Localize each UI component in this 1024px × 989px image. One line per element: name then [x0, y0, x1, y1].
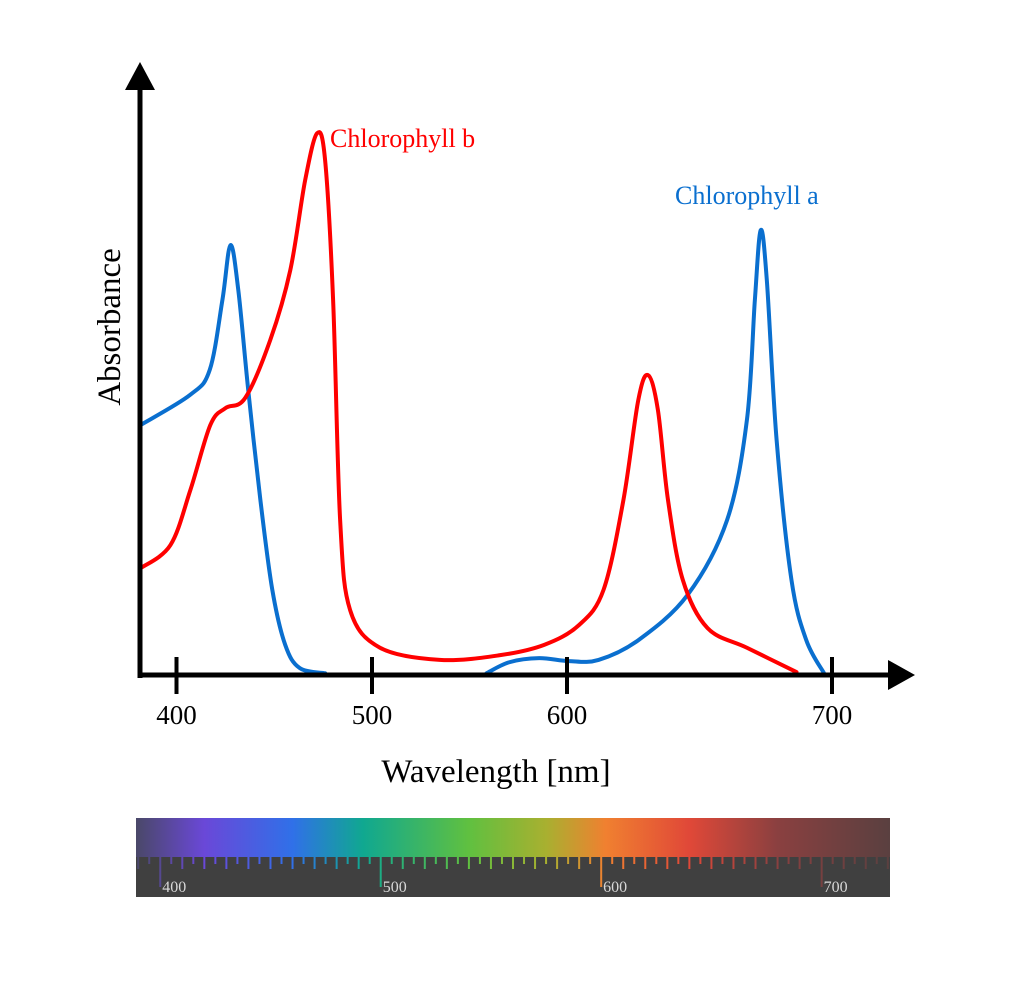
spectrum-tick — [434, 857, 437, 864]
spectrum-tick — [335, 857, 338, 869]
x-tick-label: 500 — [352, 700, 393, 730]
spectrum-tick — [269, 857, 272, 869]
spectrum-tick — [489, 857, 492, 869]
x-tick-label: 400 — [156, 700, 197, 730]
series-label-chlorophyll-a: Chlorophyll a — [675, 181, 819, 210]
series-line-chlorophyll-a-1 — [484, 227, 827, 676]
spectrum-tick — [644, 857, 647, 869]
spectrum-tick — [523, 857, 526, 864]
spectrum-tick — [291, 857, 294, 869]
spectrum-tick — [798, 857, 801, 869]
spectrum-tick — [324, 857, 327, 864]
spectrum-tick — [831, 857, 834, 864]
spectrum-tick — [545, 857, 548, 864]
spectrum-tick — [677, 857, 680, 864]
spectrum-tick — [732, 857, 735, 869]
x-tick-label: 600 — [547, 700, 588, 730]
spectrum-tick — [534, 857, 537, 869]
y-axis-label: Absorbance — [92, 248, 128, 406]
spectrum-tick — [412, 857, 415, 864]
spectrum-tick-label: 700 — [824, 879, 848, 896]
spectrum-tick — [456, 857, 459, 864]
spectrum-tick — [280, 857, 283, 864]
spectrum-tick-label: 400 — [162, 879, 186, 896]
spectrum-tick — [622, 857, 625, 869]
spectrum-tick — [478, 857, 481, 864]
spectrum-tick — [313, 857, 316, 869]
spectrum-tick — [214, 857, 217, 864]
spectrum-tick — [445, 857, 448, 869]
spectrum-tick — [600, 857, 603, 887]
spectrum-tick — [809, 857, 812, 864]
spectrum-tick — [225, 857, 228, 869]
spectrum-tick — [512, 857, 514, 869]
spectrum-tick — [379, 857, 382, 887]
series-line-chlorophyll-a-0 — [138, 243, 328, 676]
spectrum-tick — [159, 857, 162, 887]
spectrum-tick — [423, 857, 426, 869]
spectrum-tick — [655, 857, 658, 864]
spectrum-tick — [170, 857, 173, 864]
spectrum-tick — [500, 857, 503, 864]
spectrum-tick — [875, 857, 878, 864]
spectrum-tick — [203, 857, 206, 869]
spectrum-tick — [666, 857, 669, 869]
curves-layer — [138, 130, 827, 676]
spectrum-tick — [699, 857, 702, 864]
spectrum-tick — [357, 857, 360, 869]
spectrum-tick — [567, 857, 570, 864]
y-axis-arrow-icon — [125, 62, 155, 90]
spectrum-tick — [743, 857, 746, 864]
series-line-chlorophyll-b-0 — [138, 130, 799, 675]
spectrum-tick — [754, 857, 757, 869]
spectrum-tick — [137, 857, 140, 869]
spectrum-tick — [258, 857, 261, 864]
spectrum-tick — [192, 857, 195, 864]
spectrum-tick — [688, 857, 691, 869]
spectrum-tick — [853, 857, 856, 864]
spectrum-tick — [776, 857, 779, 869]
visible-spectrum-bar: 400 500 600 700 — [136, 818, 890, 897]
spectrum-tick — [346, 857, 349, 864]
spectrum-tick — [556, 857, 559, 869]
spectrum-tick — [302, 857, 305, 864]
x-axis-label: Wavelength [nm] — [381, 754, 610, 790]
spectrum-tick-label: 500 — [383, 879, 407, 896]
spectrum-tick — [765, 857, 768, 864]
spectrum-gradient — [136, 818, 890, 858]
spectrum-tick — [390, 857, 393, 864]
spectrum-tick — [181, 857, 184, 869]
spectrum-tick — [633, 857, 636, 864]
spectrum-tick — [148, 857, 151, 864]
x-tick-label: 700 — [812, 700, 853, 730]
spectrum-tick-label: 600 — [603, 879, 627, 896]
spectrum-tick — [886, 857, 889, 869]
spectrum-tick — [611, 857, 614, 864]
series-label-chlorophyll-b: Chlorophyll b — [330, 124, 475, 153]
spectrum-tick — [236, 857, 239, 864]
spectrum-tick — [864, 857, 867, 869]
x-axis-arrow-icon — [888, 660, 915, 690]
spectrum-tick — [578, 857, 581, 869]
spectrum-tick — [787, 857, 790, 864]
spectrum-tick — [368, 857, 371, 864]
spectrum-tick — [710, 857, 713, 869]
spectrum-tick — [589, 857, 592, 864]
spectrum-tick — [401, 857, 404, 869]
spectrum-tick — [721, 857, 724, 864]
spectrum-tick — [247, 857, 250, 869]
spectrum-tick — [820, 857, 823, 887]
spectrum-tick — [467, 857, 470, 869]
spectrum-tick — [842, 857, 845, 869]
